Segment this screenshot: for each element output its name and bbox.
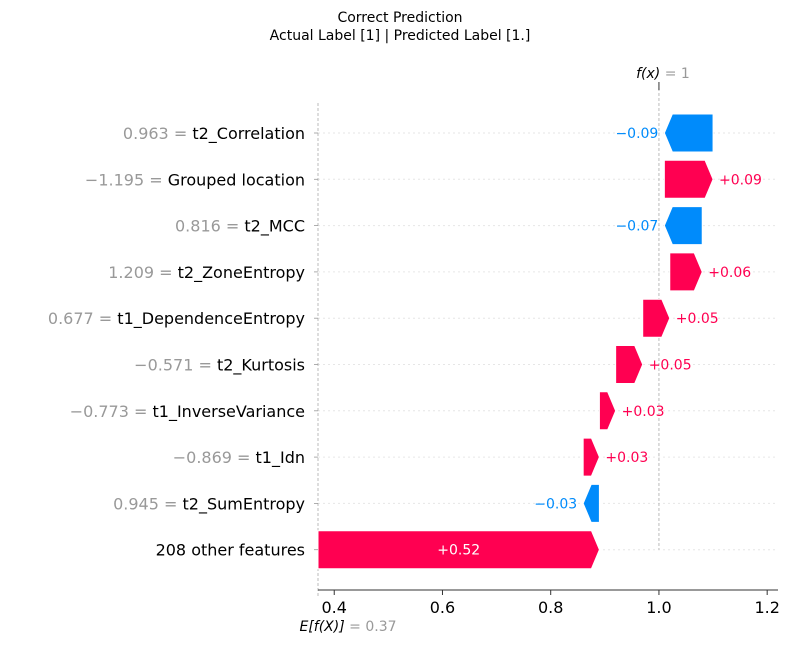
- feature-name: t2_Correlation: [192, 124, 305, 144]
- fx-label: f(x) = 1: [636, 66, 690, 82]
- feature-label: 208 other features: [156, 541, 305, 560]
- feature-value: −0.571 =: [134, 356, 217, 375]
- feature-label: 0.816 = t2_MCC: [175, 217, 305, 237]
- expected-value-name: E[f(X)]: [299, 619, 349, 635]
- bar-4: [669, 252, 703, 292]
- bar-label: −0.07: [615, 219, 658, 235]
- bar-5: [642, 298, 671, 338]
- chart-subtitle: Actual Label [1] | Predicted Label [1.]: [269, 28, 531, 44]
- feature-value: −0.773 =: [70, 402, 153, 421]
- x-tick-label: 0.8: [538, 598, 563, 617]
- bar-label: +0.09: [719, 172, 762, 188]
- bar-3: [663, 206, 703, 246]
- feature-value: −1.195 =: [85, 170, 168, 189]
- x-tick-label: 0.4: [322, 598, 347, 617]
- feature-value: 0.945 =: [113, 494, 182, 513]
- feature-label: 0.677 = t1_DependenceEntropy: [48, 309, 305, 329]
- bar-label: +0.05: [676, 311, 719, 327]
- feature-label: 0.945 = t2_SumEntropy: [113, 494, 305, 514]
- bar-label: +0.52: [437, 543, 480, 559]
- bar-7: [598, 391, 617, 431]
- feature-name: t1_DependenceEntropy: [117, 309, 305, 329]
- x-tick-label: 1.0: [646, 598, 671, 617]
- bar-8: [582, 437, 600, 477]
- feature-value: 0.963 =: [123, 124, 192, 143]
- feature-name: t2_Kurtosis: [217, 356, 305, 376]
- x-tick-label: 0.6: [430, 598, 455, 617]
- expected-value-label: E[f(X)] = 0.37: [299, 619, 396, 635]
- bar-2: [663, 159, 714, 199]
- bar-10: [317, 530, 600, 570]
- feature-value: 0.677 =: [48, 309, 117, 328]
- feature-label: −1.195 = Grouped location: [85, 170, 305, 189]
- feature-name: Grouped location: [168, 170, 305, 189]
- feature-name: t2_SumEntropy: [183, 494, 306, 514]
- bar-6: [615, 345, 644, 384]
- feature-name: 208 other features: [156, 541, 305, 560]
- feature-name: t1_Idn: [256, 448, 305, 468]
- fx-value: = 1: [665, 66, 690, 82]
- bar-label: +0.03: [605, 450, 648, 466]
- feature-label: −0.571 = t2_Kurtosis: [134, 356, 305, 376]
- bar-label: +0.03: [622, 404, 665, 420]
- fx-name: f(x): [636, 66, 665, 82]
- feature-name: t2_ZoneEntropy: [178, 263, 305, 283]
- feature-value: 0.816 =: [175, 217, 244, 236]
- x-tick-label: 1.2: [754, 598, 779, 617]
- expected-value-number: = 0.37: [349, 619, 396, 635]
- feature-name: t2_MCC: [244, 217, 305, 237]
- feature-label: 1.209 = t2_ZoneEntropy: [108, 263, 305, 283]
- feature-name: t1_InverseVariance: [153, 402, 306, 422]
- feature-label: −0.773 = t1_InverseVariance: [70, 402, 305, 422]
- bar-label: −0.09: [615, 126, 658, 142]
- bar-9: [582, 483, 600, 523]
- chart-title: Correct Prediction: [337, 10, 463, 26]
- feature-value: 1.209 =: [108, 263, 177, 282]
- bar-label: +0.05: [649, 358, 692, 374]
- bar-1: [663, 113, 714, 153]
- feature-value: −0.869 =: [173, 448, 256, 467]
- bar-label: −0.03: [534, 496, 577, 512]
- feature-label: 0.963 = t2_Correlation: [123, 124, 305, 144]
- feature-label: −0.869 = t1_Idn: [173, 448, 305, 468]
- bar-label: +0.06: [708, 265, 751, 281]
